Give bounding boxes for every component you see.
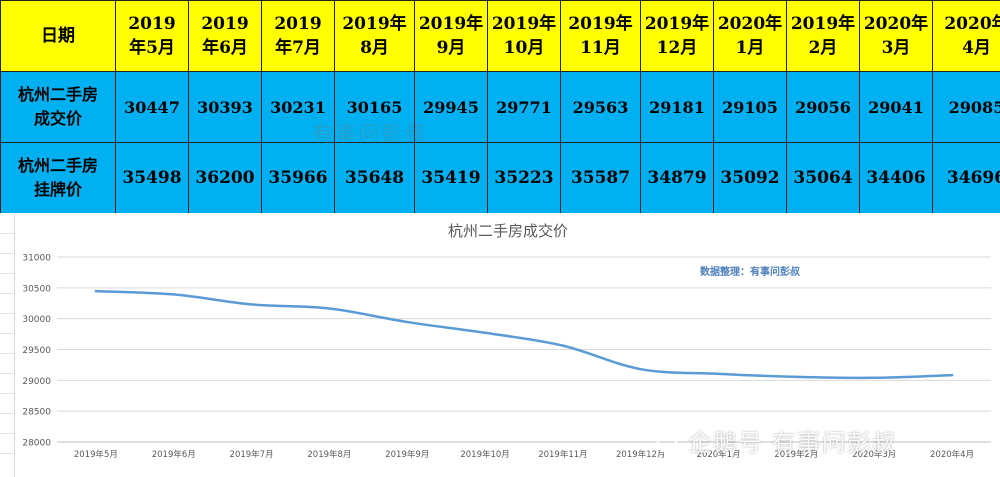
sheet-gridline <box>0 393 14 394</box>
header-row: 日期 2019 年5月 2019 年6月 2019 年7月 2019年 8月 2… <box>0 0 1000 72</box>
line-chart: 杭州二手房成交价 31000 30500 30000 29500 29000 28500 28… <box>22 222 991 460</box>
y-tick-label: 30500 <box>22 284 51 294</box>
sheet-gridline <box>0 333 14 334</box>
value-cell: 30447 <box>115 71 189 143</box>
date-header-cell: 2019年 10月 <box>487 0 561 72</box>
value-cell: 29085 <box>932 71 1000 143</box>
y-tick-label: 29500 <box>22 346 51 356</box>
data-point <box>250 303 253 306</box>
value-cell: 35092 <box>713 142 787 214</box>
chart-annotation: 数据整理：有事问彭叔 <box>700 265 801 278</box>
sheet-gridline <box>0 273 14 274</box>
x-tick-label: 2019年11月 <box>538 449 587 460</box>
date-header-cell: 2019年 9月 <box>414 0 488 72</box>
value-cell: 34696 <box>932 142 1000 214</box>
x-tick-label: 2019年7月 <box>230 449 274 460</box>
value-cell: 29181 <box>640 71 714 143</box>
data-point <box>639 367 642 371</box>
x-tick-label: 2020年4月 <box>930 449 974 460</box>
date-header-cell: 2019 年5月 <box>115 0 189 72</box>
date-header-cell: 2019年 2月 <box>786 0 860 72</box>
row-label-cell: 杭州二手房 成交价 <box>0 71 116 143</box>
x-tick-label: 2019年8月 <box>307 449 351 460</box>
value-cell: 29105 <box>713 71 787 143</box>
date-header-cell: 2019年 12月 <box>640 0 714 72</box>
value-cell: 35966 <box>261 142 335 214</box>
value-cell: 34879 <box>640 142 714 214</box>
date-header-cell: 2020年 4月 <box>932 0 1000 72</box>
x-tick-label: 2019年5月 <box>74 449 118 460</box>
y-tick-label: 28500 <box>22 408 51 418</box>
x-tick-label: 2019年6月 <box>152 449 196 460</box>
value-cell: 35587 <box>560 142 641 214</box>
watermark-text: 有事问彭叔 <box>312 122 427 146</box>
y-tick-label: 30000 <box>22 315 51 325</box>
date-header-cell: 2019 年7月 <box>261 0 335 72</box>
data-point <box>328 307 331 310</box>
value-cell: 35064 <box>786 142 860 214</box>
row-label-cell: 杭州二手房 挂牌价 <box>0 142 116 214</box>
x-tick-label: 2020年3月 <box>852 449 896 460</box>
data-point <box>795 375 798 379</box>
sheet-gridline <box>0 413 14 414</box>
x-tick-label: 2019年9月 <box>385 449 429 460</box>
date-header-cell: 2019年 8月 <box>334 0 415 72</box>
y-tick-label: 31000 <box>22 254 51 264</box>
series-line <box>94 289 954 380</box>
value-cell: 35223 <box>487 142 561 214</box>
data-point <box>94 289 98 293</box>
x-tick-label: 2019年10月 <box>460 449 509 460</box>
chart-panel[interactable]: 杭州二手房成交价 31000 30500 30000 29500 29000 28500 28… <box>14 214 1000 477</box>
value-cell: 29771 <box>487 71 561 143</box>
x-tick-label: 2019年2月 <box>774 449 818 460</box>
y-tick-label: 28000 <box>22 439 51 449</box>
watermark-brand-text: 企鹅号 有事问彭叔 <box>688 429 897 457</box>
chart-title: 杭州二手房成交价 <box>448 222 568 240</box>
value-cell: 35648 <box>334 142 415 214</box>
table-row-transaction-price: 杭州二手房 成交价 30447 30393 30231 30165 29945 … <box>0 71 1000 143</box>
x-tick-label: 2020年1月 <box>697 449 741 460</box>
value-cell: 36200 <box>188 142 262 214</box>
value-cell: 29563 <box>560 71 641 143</box>
value-cell: 35498 <box>115 142 189 214</box>
value-cell: 29056 <box>786 71 860 143</box>
date-header-cell: 2020年 1月 <box>713 0 787 72</box>
sheet-gridline <box>0 233 14 234</box>
data-point <box>561 344 565 347</box>
corner-cell: 日期 <box>0 0 116 72</box>
sheet-gridline <box>0 253 14 254</box>
table-row-listing-price: 杭州二手房 挂牌价 35498 36200 35966 35648 35419 … <box>0 142 1000 214</box>
sheet-gridline <box>0 293 14 294</box>
value-cell: 29041 <box>859 71 933 143</box>
sheet-gridline <box>0 313 14 314</box>
sheet-gridline <box>0 373 14 374</box>
data-point <box>172 293 175 296</box>
data-point <box>483 331 487 334</box>
x-tick-label: 2019年12月 <box>616 449 665 460</box>
data-point <box>717 372 720 376</box>
sheet-gridline <box>0 453 14 454</box>
value-cell: 30393 <box>188 71 262 143</box>
value-cell: 35419 <box>414 142 488 214</box>
date-header-cell: 2019年 11月 <box>560 0 641 72</box>
date-header-cell: 2019 年6月 <box>188 0 262 72</box>
data-point <box>406 320 409 324</box>
sheet-gridline <box>0 353 14 354</box>
sheet-gridline <box>0 433 14 434</box>
data-table: 日期 2019 年5月 2019 年6月 2019 年7月 2019年 8月 2… <box>0 0 1000 214</box>
data-point <box>873 376 876 380</box>
data-point <box>950 373 954 377</box>
value-cell: 30231 <box>261 71 335 143</box>
value-cell: 34406 <box>859 142 933 214</box>
date-header-cell: 2020年 3月 <box>859 0 933 72</box>
penguin-logo-icon <box>656 428 678 454</box>
y-tick-label: 29000 <box>22 377 51 387</box>
